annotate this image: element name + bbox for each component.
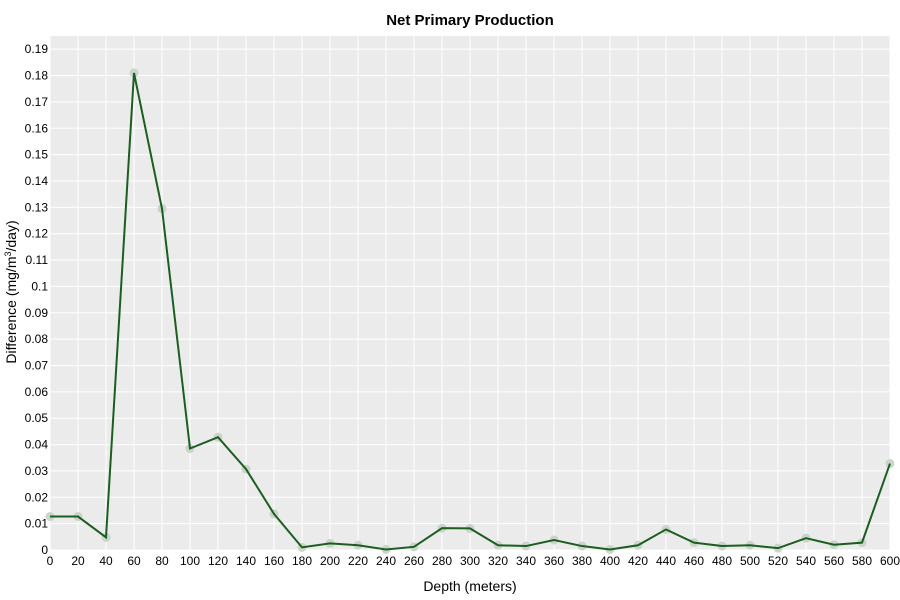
x-tick-label: 420 bbox=[628, 554, 648, 568]
y-tick-label: 0.16 bbox=[25, 121, 49, 135]
x-tick-label: 40 bbox=[99, 554, 113, 568]
x-tick-label: 260 bbox=[404, 554, 424, 568]
x-tick-label: 120 bbox=[208, 554, 228, 568]
x-tick-label: 20 bbox=[71, 554, 85, 568]
x-tick-label: 80 bbox=[155, 554, 169, 568]
y-tick-label: 0.15 bbox=[25, 148, 49, 162]
x-tick-label: 220 bbox=[348, 554, 368, 568]
y-axis-ticks: 0 0.01 0.02 0.03 0.04 0.05 0.06 0.07 0.08 0.09 0.1… bbox=[25, 42, 49, 557]
x-tick-label: 0 bbox=[47, 554, 54, 568]
x-tick-label: 520 bbox=[768, 554, 788, 568]
y-axis-label-tail: /day) bbox=[3, 220, 19, 251]
x-tick-label: 300 bbox=[460, 554, 480, 568]
x-tick-label: 140 bbox=[236, 554, 256, 568]
y-tick-label: 0.12 bbox=[25, 227, 49, 241]
y-axis-label-main: Difference (mg/m bbox=[3, 257, 19, 364]
x-axis-label: Depth (meters) bbox=[423, 578, 516, 594]
x-tick-label: 340 bbox=[516, 554, 536, 568]
chart-title: Net Primary Production bbox=[386, 12, 554, 29]
y-tick-label: 0.07 bbox=[25, 358, 49, 372]
y-tick-label: 0.06 bbox=[25, 385, 49, 399]
y-tick-label: 0.09 bbox=[25, 306, 49, 320]
y-tick-label: 0.13 bbox=[25, 200, 49, 214]
x-tick-label: 360 bbox=[544, 554, 564, 568]
x-tick-label: 460 bbox=[684, 554, 704, 568]
y-axis-label-superscript: 3 bbox=[3, 252, 13, 257]
x-tick-label: 480 bbox=[712, 554, 732, 568]
x-tick-label: 540 bbox=[796, 554, 816, 568]
y-tick-label: 0.1 bbox=[31, 279, 48, 293]
x-tick-label: 580 bbox=[852, 554, 872, 568]
series-line bbox=[50, 72, 891, 551]
x-tick-label: 280 bbox=[432, 554, 452, 568]
x-tick-label: 160 bbox=[264, 554, 284, 568]
y-tick-label: 0.11 bbox=[26, 253, 49, 267]
y-tick-label: 0.19 bbox=[25, 42, 49, 56]
y-tick-label: 0.17 bbox=[25, 95, 49, 109]
x-tick-label: 400 bbox=[600, 554, 620, 568]
y-tick-label: 0.14 bbox=[25, 174, 49, 188]
y-axis-label: Difference (mg/m3/day) bbox=[3, 220, 19, 363]
x-tick-label: 560 bbox=[824, 554, 844, 568]
x-axis-ticks: 0 20 40 60 80 100 120 140 160 180 200 220 240 260 280 3… bbox=[47, 554, 900, 568]
x-tick-label: 440 bbox=[656, 554, 676, 568]
x-tick-label: 320 bbox=[488, 554, 508, 568]
x-tick-label: 500 bbox=[740, 554, 760, 568]
series-group bbox=[45, 68, 895, 554]
x-tick-label: 200 bbox=[320, 554, 340, 568]
y-tick-label: 0.02 bbox=[25, 490, 49, 504]
x-tick-label: 100 bbox=[180, 554, 200, 568]
y-tick-label: 0.18 bbox=[25, 69, 49, 83]
x-tick-label: 240 bbox=[376, 554, 396, 568]
y-tick-label: 0.05 bbox=[25, 411, 49, 425]
x-tick-label: 380 bbox=[572, 554, 592, 568]
y-tick-label: 0.01 bbox=[25, 517, 49, 531]
x-tick-label: 60 bbox=[127, 554, 141, 568]
y-tick-label: 0.04 bbox=[25, 438, 49, 452]
grid-lines bbox=[49, 36, 891, 551]
y-tick-label: 0.08 bbox=[25, 332, 49, 346]
y-tick-label: 0 bbox=[41, 543, 48, 557]
y-tick-label: 0.03 bbox=[25, 464, 49, 478]
x-tick-label: 600 bbox=[880, 554, 900, 568]
x-tick-label: 180 bbox=[292, 554, 312, 568]
